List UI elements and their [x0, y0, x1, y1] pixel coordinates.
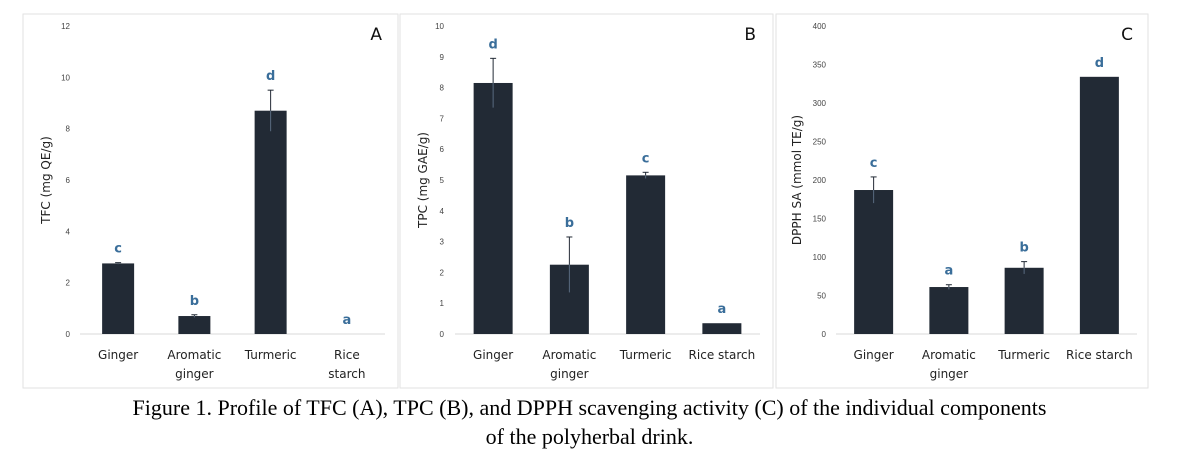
category-label: Turmeric: [997, 348, 1050, 362]
y-tick-label: 8: [66, 125, 71, 134]
bar: [473, 82, 513, 334]
y-tick-label: 10: [435, 22, 444, 31]
category-label: Ginger: [854, 348, 894, 362]
significance-letter: c: [642, 151, 650, 166]
y-tick-label: 100: [813, 253, 827, 262]
y-tick-label: 3: [440, 238, 445, 247]
y-tick-label: 7: [440, 114, 445, 123]
bar: [854, 190, 894, 334]
category-label: ginger: [550, 367, 589, 381]
panel-label: C: [1121, 25, 1133, 45]
bar: [929, 287, 969, 334]
category-label: Rice starch: [689, 348, 756, 362]
y-axis-label: TFC (mg QE/g): [39, 136, 53, 225]
caption-line-1: Figure 1. Profile of TFC (A), TPC (B), a…: [132, 395, 1047, 420]
y-tick-label: 250: [813, 138, 827, 147]
category-label: ginger: [930, 367, 969, 381]
bar: [626, 175, 666, 334]
significance-letter: a: [944, 264, 953, 279]
significance-letter: b: [1019, 241, 1028, 256]
category-label: Rice starch: [1066, 348, 1133, 362]
y-tick-label: 6: [440, 145, 445, 154]
significance-letter: c: [870, 156, 878, 171]
significance-letter: a: [717, 302, 726, 317]
bar: [178, 316, 211, 334]
category-label: ginger: [175, 367, 214, 381]
category-label: Turmeric: [244, 348, 297, 362]
bar: [254, 110, 287, 334]
panel-frame: [399, 13, 774, 389]
y-tick-label: 150: [813, 215, 827, 224]
y-tick-label: 4: [66, 227, 71, 236]
significance-letter: d: [266, 69, 275, 84]
category-label: starch: [328, 367, 365, 381]
significance-letter: d: [488, 37, 497, 52]
y-tick-label: 0: [440, 330, 445, 339]
panel-label: B: [744, 25, 756, 45]
y-tick-label: 5: [440, 176, 445, 185]
category-label: Aromatic: [922, 348, 976, 362]
bar: [702, 323, 742, 334]
caption-line-2: of the polyherbal drink.: [485, 424, 694, 449]
y-tick-label: 4: [440, 207, 445, 216]
y-tick-label: 10: [61, 73, 70, 82]
y-tick-label: 50: [817, 292, 826, 301]
y-tick-label: 0: [822, 330, 827, 339]
bar: [1079, 76, 1119, 334]
category-label: Ginger: [98, 348, 138, 362]
bar: [102, 263, 135, 334]
significance-letter: a: [342, 313, 351, 328]
category-label: Aromatic: [542, 348, 596, 362]
y-tick-label: 2: [66, 279, 71, 288]
category-label: Turmeric: [619, 348, 672, 362]
significance-letter: b: [565, 216, 574, 231]
y-tick-label: 6: [66, 176, 71, 185]
y-tick-label: 300: [813, 99, 827, 108]
significance-letter: b: [190, 294, 199, 309]
y-tick-label: 0: [66, 330, 71, 339]
y-tick-label: 8: [440, 84, 445, 93]
y-tick-label: 400: [813, 22, 827, 31]
category-label: Aromatic: [167, 348, 221, 362]
category-label: Rice: [334, 348, 360, 362]
bar: [1004, 267, 1044, 334]
y-tick-label: 1: [440, 299, 445, 308]
panel-label: A: [370, 25, 382, 45]
y-tick-label: 350: [813, 61, 827, 70]
panel-frame: [775, 13, 1149, 389]
panel-frame: [22, 13, 399, 389]
significance-letter: c: [114, 242, 122, 257]
y-tick-label: 2: [440, 268, 445, 277]
y-axis-label: DPPH SA (mmol TE/g): [790, 115, 804, 245]
significance-letter: d: [1095, 56, 1104, 71]
y-axis-label: TPC (mg GAE/g): [416, 132, 430, 229]
y-tick-label: 200: [813, 176, 827, 185]
y-tick-label: 9: [440, 53, 445, 62]
y-tick-label: 12: [61, 22, 70, 31]
category-label: Ginger: [473, 348, 513, 362]
